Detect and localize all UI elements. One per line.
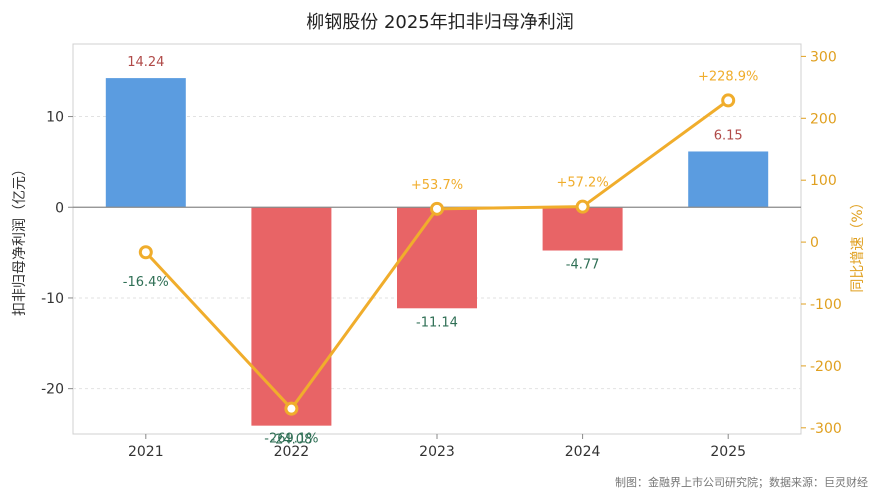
- growth-value-label: +228.9%: [698, 69, 758, 84]
- bar: [251, 207, 332, 426]
- grid-layer: [73, 116, 801, 390]
- x-tick-label: 2023: [419, 444, 455, 460]
- bar: [397, 207, 477, 309]
- y2-tick-label: -100: [810, 297, 842, 313]
- chart-title: 柳钢股份 2025年扣非归母净利润: [306, 12, 574, 33]
- growth-point: [430, 201, 444, 216]
- data-label-layer: 14.24 -24.08 -11.14 -4.77 6.15 -16.4% -269.1% +…: [123, 55, 759, 448]
- bar-value-label: -24.08: [270, 433, 312, 448]
- y2-tick-label: 0: [810, 235, 819, 251]
- y-tick-label: 0: [55, 200, 64, 216]
- growth-value-label: +53.7%: [411, 178, 463, 193]
- growth-value-label: -16.4%: [123, 275, 169, 290]
- growth-point: [284, 401, 299, 416]
- growth-value-label: -269.1%: [264, 432, 318, 447]
- bar: [688, 151, 769, 208]
- y2-tick-label: 100: [810, 173, 837, 189]
- growth-point: [138, 245, 153, 260]
- x-axis: 2021 2022 2023 2024 2025: [128, 434, 746, 460]
- bar-layer: [105, 78, 769, 426]
- y-axis-label: 扣非归母净利润（亿元）: [11, 162, 28, 316]
- y-tick-label: -20: [41, 382, 64, 398]
- y2-tick-label: -200: [810, 359, 842, 375]
- x-tick-label: 2024: [565, 444, 601, 460]
- bar-value-label: 6.15: [714, 128, 743, 143]
- y2-axis-label: 同比增速（%）: [850, 195, 866, 292]
- bar: [105, 78, 186, 208]
- x-tick-label: 2022: [274, 444, 310, 460]
- growth-point: [721, 93, 736, 108]
- growth-line-layer: [138, 93, 736, 416]
- bar-value-label: 14.24: [127, 55, 164, 70]
- x-tick-label: 2021: [128, 444, 164, 460]
- source-note: 制图：金融界上市公司研究院；数据来源：巨灵财经: [615, 475, 868, 489]
- bar-value-label: -4.77: [566, 258, 600, 273]
- right-axis: 300 200 100 0 -100 -200 -300: [801, 49, 842, 437]
- bar: [542, 207, 623, 251]
- y-tick-label: 10: [46, 110, 64, 126]
- y-tick-label: -10: [41, 291, 64, 307]
- y2-tick-label: 200: [810, 111, 837, 127]
- y2-tick-label: 300: [810, 49, 837, 65]
- growth-point: [575, 199, 590, 214]
- bar-value-label: -11.14: [416, 315, 458, 330]
- y2-tick-label: -300: [810, 421, 842, 437]
- x-tick-label: 2025: [710, 444, 746, 460]
- left-axis: 10 0 -10 -20: [41, 110, 73, 398]
- growth-value-label: +57.2%: [556, 176, 608, 191]
